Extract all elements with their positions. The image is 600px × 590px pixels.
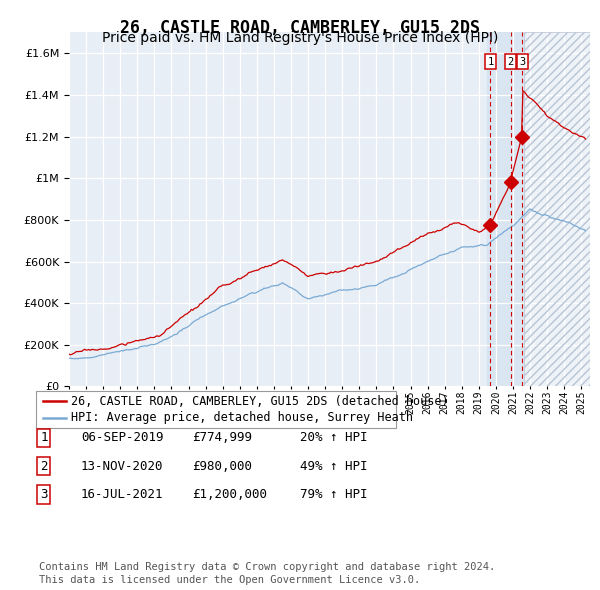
Text: 79% ↑ HPI: 79% ↑ HPI: [300, 488, 367, 501]
Text: 06-SEP-2019: 06-SEP-2019: [81, 431, 163, 444]
Text: 3: 3: [40, 488, 47, 501]
Text: HPI: Average price, detached house, Surrey Heath: HPI: Average price, detached house, Surr…: [71, 411, 413, 424]
Text: 13-NOV-2020: 13-NOV-2020: [81, 460, 163, 473]
Text: £1,200,000: £1,200,000: [192, 488, 267, 501]
Text: 49% ↑ HPI: 49% ↑ HPI: [300, 460, 367, 473]
Text: 26, CASTLE ROAD, CAMBERLEY, GU15 2DS: 26, CASTLE ROAD, CAMBERLEY, GU15 2DS: [120, 19, 480, 37]
Text: 1: 1: [40, 431, 47, 444]
Text: 2: 2: [508, 57, 514, 67]
Text: Contains HM Land Registry data © Crown copyright and database right 2024.
This d: Contains HM Land Registry data © Crown c…: [39, 562, 495, 585]
Text: £980,000: £980,000: [192, 460, 252, 473]
Text: 20% ↑ HPI: 20% ↑ HPI: [300, 431, 367, 444]
Text: 2: 2: [40, 460, 47, 473]
Text: 16-JUL-2021: 16-JUL-2021: [81, 488, 163, 501]
Text: £774,999: £774,999: [192, 431, 252, 444]
Bar: [487, 32, 524, 386]
Text: 3: 3: [519, 57, 525, 67]
Text: 26, CASTLE ROAD, CAMBERLEY, GU15 2DS (detached house): 26, CASTLE ROAD, CAMBERLEY, GU15 2DS (de…: [71, 395, 448, 408]
Text: 1: 1: [487, 57, 494, 67]
Text: Price paid vs. HM Land Registry's House Price Index (HPI): Price paid vs. HM Land Registry's House …: [102, 31, 498, 45]
